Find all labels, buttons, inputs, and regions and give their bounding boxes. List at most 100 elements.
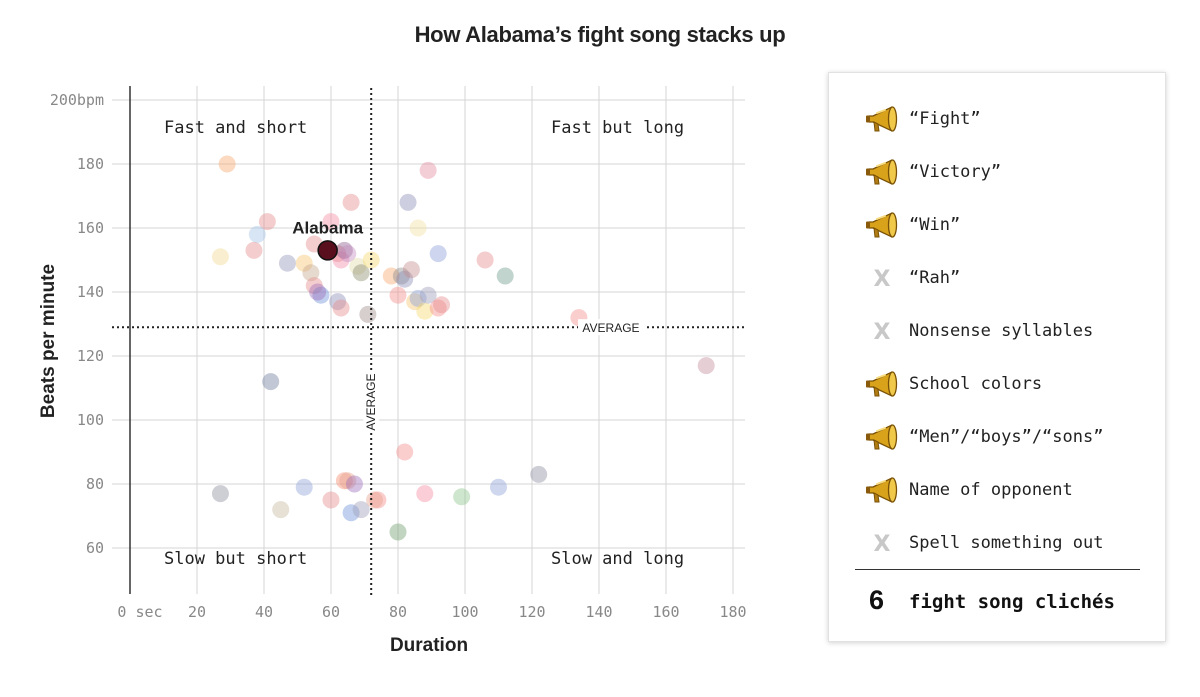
x-tick-label: 160 xyxy=(652,603,679,621)
data-point xyxy=(272,501,290,519)
data-point xyxy=(496,267,514,285)
data-point xyxy=(322,491,340,509)
x-tick-label: 180 xyxy=(719,603,746,621)
y-tick-label: 200bpm xyxy=(50,91,104,109)
data-point xyxy=(329,293,347,311)
megaphone-icon xyxy=(863,100,901,140)
legend-item-label: “Fight” xyxy=(909,109,981,129)
absent-mark: X xyxy=(873,319,891,345)
x-mark-icon: X xyxy=(863,259,901,299)
average-lines: AVERAGE AVERAGE xyxy=(112,88,745,596)
legend-item-label: School colors xyxy=(909,374,1043,394)
legend-item: X Nonsense syllables xyxy=(829,312,1167,352)
x-tick-label: 80 xyxy=(389,603,407,621)
data-point xyxy=(339,472,357,490)
data-point xyxy=(389,523,407,541)
data-point xyxy=(278,254,296,272)
data-point xyxy=(312,286,330,304)
data-point xyxy=(416,302,434,320)
legend-item: “Victory” xyxy=(829,153,1167,193)
data-point xyxy=(396,443,414,461)
legend-item: School colors xyxy=(829,365,1167,405)
alabama-point xyxy=(317,240,338,261)
data-point xyxy=(295,478,313,496)
legend-item-label: “Rah” xyxy=(909,268,961,288)
data-point xyxy=(419,161,437,179)
data-point xyxy=(369,491,387,509)
data-point xyxy=(248,225,266,243)
legend-item: X “Rah” xyxy=(829,259,1167,299)
data-point xyxy=(476,251,494,269)
data-point xyxy=(335,472,353,490)
tick-labels: 0 sec 20 40 60 80 100 120 140 160 180 60 80 100 120 14… xyxy=(50,91,747,621)
y-tick-label: 140 xyxy=(77,283,104,301)
absent-mark: X xyxy=(873,266,891,292)
cliche-count: 6 xyxy=(869,585,885,615)
data-point xyxy=(302,264,320,282)
legend-item: “Fight” xyxy=(829,100,1167,140)
megaphone-icon xyxy=(863,418,901,458)
cliche-legend: “Fight” “Victory” “Win” X “Rah” X Nonsense syl… xyxy=(828,72,1166,642)
y-tick-label: 60 xyxy=(86,539,104,557)
data-point xyxy=(429,245,447,263)
scatter-chart: 0 sec 20 40 60 80 100 120 140 160 180 60 80 100 120 14… xyxy=(38,86,747,656)
data-point xyxy=(359,305,377,323)
cliche-count-label: fight song clichés xyxy=(909,591,1115,613)
data-point xyxy=(211,248,229,266)
data-point xyxy=(245,241,263,259)
data-point xyxy=(433,296,451,314)
x-tick-label: 20 xyxy=(188,603,206,621)
y-tick-label: 160 xyxy=(77,219,104,237)
x-mark-icon: X xyxy=(863,312,901,352)
data-point xyxy=(345,475,363,493)
data-point xyxy=(697,357,715,375)
grid xyxy=(112,86,745,594)
y-tick-label: 80 xyxy=(86,475,104,493)
data-point xyxy=(409,289,427,307)
data-point xyxy=(352,501,370,519)
legend-divider xyxy=(855,569,1140,570)
megaphone-icon xyxy=(863,471,901,511)
data-point xyxy=(389,286,407,304)
data-point xyxy=(332,251,350,269)
quadrant-label-top-right: Fast but long xyxy=(551,118,684,138)
x-mark-icon: X xyxy=(863,524,901,564)
highlight: Alabama xyxy=(292,218,364,261)
quadrant-label-top-left: Fast and short xyxy=(164,118,307,138)
average-bpm-label-bg xyxy=(578,319,644,336)
legend-item-label: Nonsense syllables xyxy=(909,321,1094,341)
data-point xyxy=(490,478,507,496)
legend-item: “Men”/“boys”/“sons” xyxy=(829,418,1167,458)
data-point xyxy=(342,193,360,211)
data-point xyxy=(416,485,434,503)
quadrant-label-bottom-left: Slow but short xyxy=(164,549,307,569)
data-point xyxy=(396,270,414,288)
data-point xyxy=(382,267,400,285)
data-point xyxy=(322,213,340,231)
x-axis-label: Duration xyxy=(390,635,468,656)
x-tick-label: 60 xyxy=(322,603,340,621)
y-tick-label: 120 xyxy=(77,347,104,365)
megaphone-icon xyxy=(863,206,901,246)
legend-item: “Win” xyxy=(829,206,1167,246)
legend-item: Name of opponent xyxy=(829,471,1167,511)
data-point xyxy=(335,241,353,259)
data-point xyxy=(409,219,427,237)
x-tick-label: 140 xyxy=(585,603,612,621)
data-point xyxy=(258,213,276,231)
quadrant-label-bottom-right: Slow and long xyxy=(551,549,684,569)
x-tick-label: 100 xyxy=(451,603,478,621)
y-axis-label: Beats per minute xyxy=(38,264,59,418)
legend-item: X Spell something out xyxy=(829,524,1167,564)
x-tick-label: 120 xyxy=(518,603,545,621)
data-point xyxy=(305,277,323,295)
data-point xyxy=(218,155,236,173)
data-point xyxy=(530,465,548,483)
data-point xyxy=(262,373,280,391)
data-point xyxy=(419,286,437,304)
data-point xyxy=(339,245,357,263)
quadrant-labels: Fast and short Fast but long Slow but shor… xyxy=(164,118,684,569)
data-point xyxy=(295,254,313,272)
data-point xyxy=(453,488,471,506)
alabama-label: Alabama xyxy=(292,218,363,237)
